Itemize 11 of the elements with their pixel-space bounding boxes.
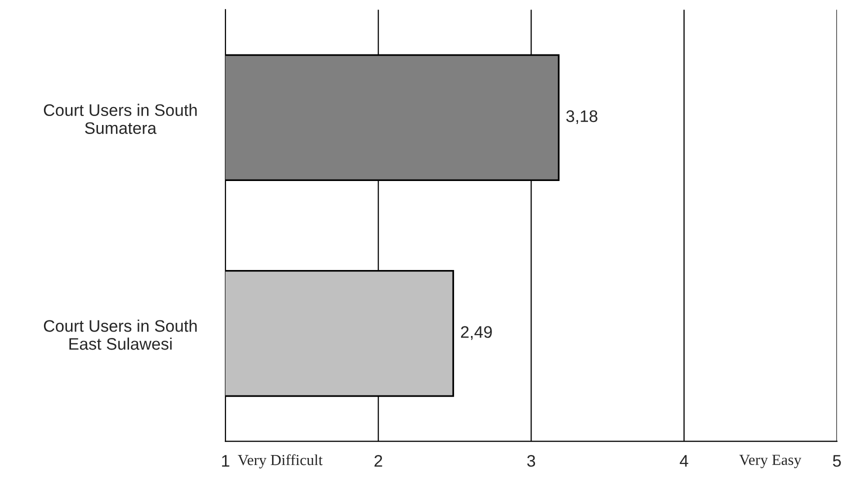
data-label: 3,18 bbox=[566, 110, 598, 124]
text: Very Easy bbox=[739, 454, 802, 468]
y-tick-label: Court Users in South Sumatera bbox=[44, 104, 197, 134]
x-tick-label: 3 bbox=[527, 454, 536, 467]
x-tick-label: 5 bbox=[832, 455, 841, 467]
x-tick-label: 2 bbox=[374, 454, 382, 467]
data-label: 2,49 bbox=[461, 326, 492, 340]
y-tick-label: Court Users in South East Sulawesi bbox=[44, 320, 197, 350]
x-tick-label: 1 bbox=[222, 455, 230, 467]
x-tick-label: 4 bbox=[680, 455, 688, 467]
text: Very Difficult bbox=[238, 454, 323, 468]
